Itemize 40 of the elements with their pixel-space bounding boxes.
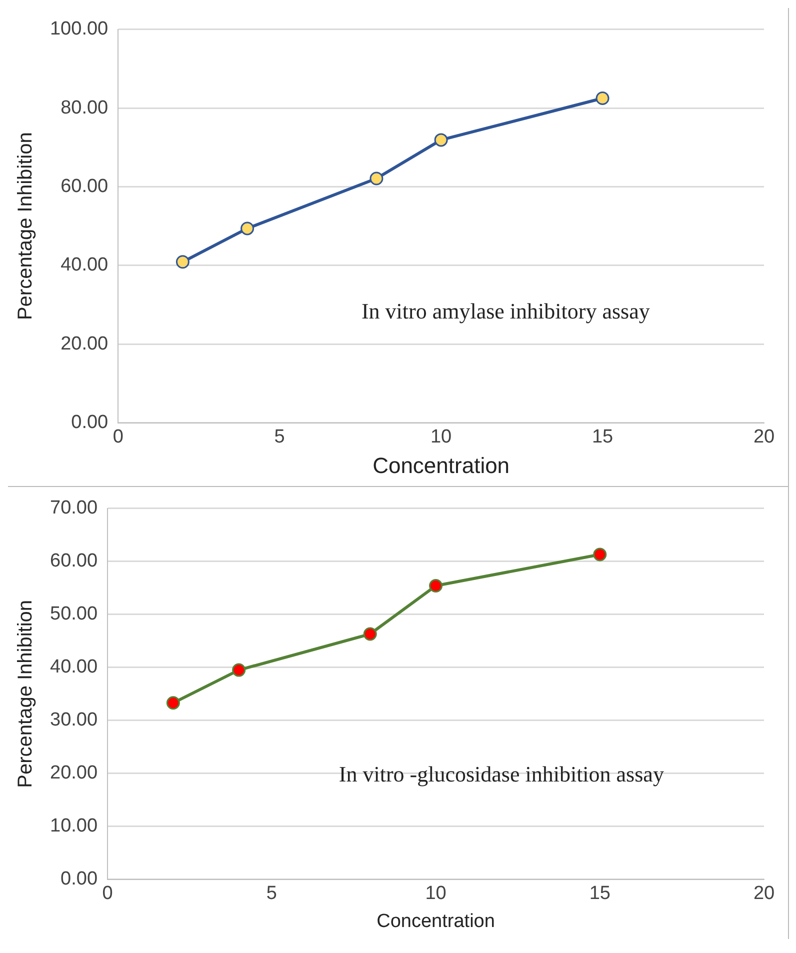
point [363, 627, 377, 641]
point [166, 696, 180, 710]
x-tick-label: 0 [112, 426, 124, 448]
y-tick-label: 50.00 [50, 604, 98, 625]
x-tick-label: 10 [425, 883, 446, 904]
y-tick-label: 60.00 [50, 550, 98, 572]
point [176, 255, 190, 269]
y-tick-label: 20.00 [50, 762, 98, 784]
y-tick-label: 30.00 [50, 710, 98, 731]
x-tick-label: 15 [589, 883, 610, 904]
x-tick-label: 20 [753, 426, 775, 448]
y-tick-label: 70.00 [50, 498, 98, 519]
x-axis-title: Concentration [372, 452, 510, 478]
point [593, 548, 607, 562]
x-tick-label: 20 [753, 883, 775, 904]
x-tick-label: 5 [274, 426, 285, 448]
x-tick-label: 0 [102, 883, 113, 904]
annotation: In vitro -glucosidase inhibition assay [338, 761, 664, 786]
x-axis-title: Concentration [376, 910, 495, 932]
y-tick-label: 40.00 [60, 254, 108, 276]
y-tick-label: 80.00 [60, 97, 108, 118]
y-tick-label: 10.00 [50, 816, 98, 837]
y-tick-label: 20.00 [60, 333, 108, 354]
y-axis-title: Percentage Inhibition [14, 132, 37, 320]
point [370, 172, 384, 186]
point [596, 91, 610, 105]
point [434, 133, 448, 147]
y-axis-title: Percentage Inhibition [14, 600, 37, 788]
y-tick-label: 0.00 [71, 412, 108, 434]
annotation: In vitro amylase inhibitory assay [361, 298, 650, 324]
y-tick-label: 40.00 [50, 656, 98, 678]
y-tick-label: 100.00 [50, 18, 108, 40]
point [232, 663, 246, 677]
point [240, 222, 254, 236]
x-tick-label: 5 [266, 883, 277, 904]
y-tick-label: 60.00 [60, 176, 108, 197]
x-tick-label: 10 [430, 426, 452, 448]
y-tick-label: 0.00 [60, 868, 98, 890]
x-tick-label: 15 [592, 426, 614, 448]
point [429, 579, 443, 593]
